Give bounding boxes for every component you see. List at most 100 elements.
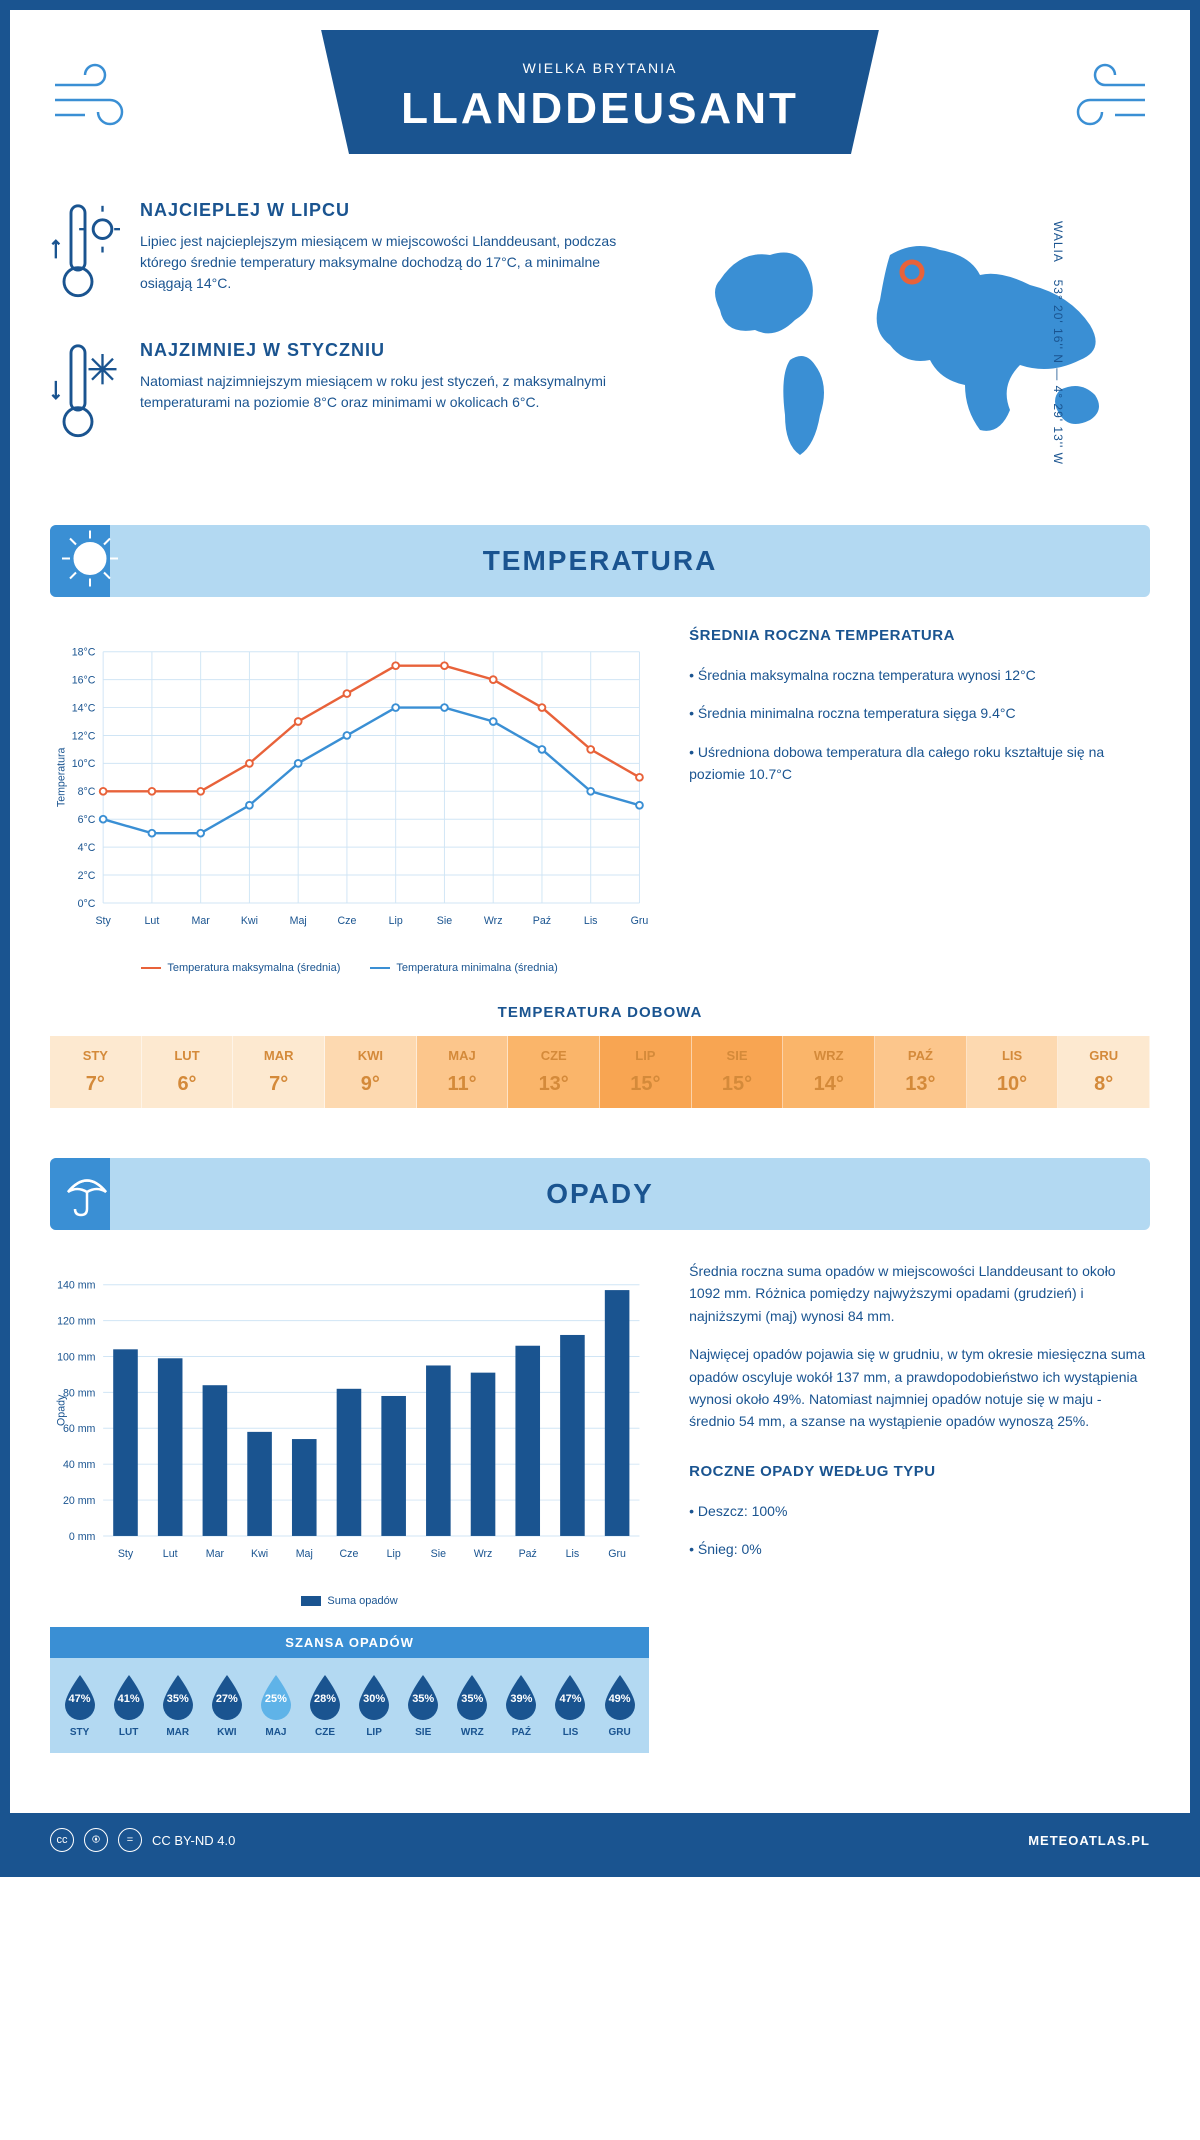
chance-cell: 47%LIS <box>546 1673 595 1738</box>
precip-paragraph: Średnia roczna suma opadów w miejscowośc… <box>689 1260 1150 1327</box>
precipitation-bar-chart: 0 mm20 mm40 mm60 mm80 mm100 mm120 mm140 … <box>50 1260 649 1580</box>
daily-temp-title: TEMPERATURA DOBOWA <box>50 1004 1150 1021</box>
svg-text:Cze: Cze <box>340 1548 359 1560</box>
fact-cold-text: NAJZIMNIEJ W STYCZNIU Natomiast najzimni… <box>140 340 650 450</box>
fact-hot-text: NAJCIEPLEJ W LIPCU Lipiec jest najcieple… <box>140 200 650 310</box>
daily-cell: SIE15° <box>692 1036 784 1108</box>
svg-text:Paź: Paź <box>533 915 551 927</box>
thermometer-cold-icon <box>50 340 120 450</box>
footer-site: METEOATLAS.PL <box>1028 1833 1150 1848</box>
content: LLANDDEUSANT WIELKA BRYTANIA NAJCIEPLEJ … <box>10 10 1190 1813</box>
fact-hottest: NAJCIEPLEJ W LIPCU Lipiec jest najcieple… <box>50 200 650 310</box>
fact-cold-body: Natomiast najzimniejszym miesiącem w rok… <box>140 371 650 413</box>
country-subtitle: WIELKA BRYTANIA <box>401 60 799 76</box>
fact-hot-title: NAJCIEPLEJ W LIPCU <box>140 200 650 221</box>
daily-cell: MAJ11° <box>417 1036 509 1108</box>
raindrop-icon: 47% <box>61 1673 99 1721</box>
sun-icon <box>60 529 120 594</box>
daily-cell: LIS10° <box>967 1036 1059 1108</box>
svg-text:Temperatura: Temperatura <box>55 747 67 807</box>
svg-text:0°C: 0°C <box>78 898 96 910</box>
temperature-line-chart: 0°C2°C4°C6°C8°C10°C12°C14°C16°C18°CStyLu… <box>50 627 649 947</box>
temperature-title: TEMPERATURA <box>70 545 1130 577</box>
daily-cell: GRU8° <box>1058 1036 1150 1108</box>
raindrop-icon: 25% <box>257 1673 295 1721</box>
svg-text:Wrz: Wrz <box>484 915 503 927</box>
fact-cold-title: NAJZIMNIEJ W STYCZNIU <box>140 340 650 361</box>
temp-bullet: • Uśredniona dobowa temperatura dla całe… <box>689 741 1150 786</box>
nd-icon: = <box>118 1828 142 1852</box>
thermometer-hot-icon <box>50 200 120 310</box>
precip-paragraph: Najwięcej opadów pojawia się w grudniu, … <box>689 1343 1150 1433</box>
temp-bullet: • Średnia maksymalna roczna temperatura … <box>689 664 1150 686</box>
wind-icon-right <box>1060 60 1150 144</box>
raindrop-icon: 35% <box>453 1673 491 1721</box>
raindrop-icon: 41% <box>110 1673 148 1721</box>
svg-text:16°C: 16°C <box>72 674 96 686</box>
svg-text:18°C: 18°C <box>72 647 96 659</box>
svg-text:Paź: Paź <box>519 1548 537 1560</box>
temperature-section: 0°C2°C4°C6°C8°C10°C12°C14°C16°C18°CStyLu… <box>50 627 1150 974</box>
svg-text:140 mm: 140 mm <box>57 1280 95 1292</box>
svg-text:Kwi: Kwi <box>241 915 258 927</box>
svg-text:Gru: Gru <box>608 1548 626 1560</box>
world-map <box>690 200 1150 480</box>
svg-text:Opady: Opady <box>55 1394 67 1426</box>
license-text: CC BY-ND 4.0 <box>152 1833 235 1848</box>
svg-text:2°C: 2°C <box>78 870 96 882</box>
world-map-wrap: WALIA 53° 20' 16'' N — 4° 29' 13'' W <box>690 200 1150 485</box>
svg-text:Lip: Lip <box>389 915 403 927</box>
chance-cell: 30%LIP <box>350 1673 399 1738</box>
chance-section: SZANSA OPADÓW 47%STY 41%LUT 35%MAR 27%KW… <box>50 1627 649 1753</box>
precipitation-banner: OPADY <box>50 1158 1150 1230</box>
city-title: LLANDDEUSANT <box>401 84 799 134</box>
precip-type-title: ROCZNE OPADY WEDŁUG TYPU <box>689 1463 1150 1480</box>
daily-cell: CZE13° <box>508 1036 600 1108</box>
cc-icon: cc <box>50 1828 74 1852</box>
umbrella-icon <box>60 1164 115 1224</box>
daily-cell: LIP15° <box>600 1036 692 1108</box>
chance-cell: 35%MAR <box>153 1673 202 1738</box>
fact-coldest: NAJZIMNIEJ W STYCZNIU Natomiast najzimni… <box>50 340 650 450</box>
precipitation-side-text: Średnia roczna suma opadów w miejscowośc… <box>689 1260 1150 1753</box>
svg-text:Lip: Lip <box>387 1548 401 1560</box>
legend-precip: Suma opadów <box>301 1595 397 1607</box>
raindrop-icon: 49% <box>601 1673 639 1721</box>
chance-cell: 41%LUT <box>104 1673 153 1738</box>
chance-title: SZANSA OPADÓW <box>50 1627 649 1658</box>
precipitation-chart-area: 0 mm20 mm40 mm60 mm80 mm100 mm120 mm140 … <box>50 1260 649 1753</box>
title-banner: LLANDDEUSANT WIELKA BRYTANIA <box>321 30 879 154</box>
fact-hot-body: Lipiec jest najcieplejszym miesiącem w m… <box>140 231 650 294</box>
temp-side-title: ŚREDNIA ROCZNA TEMPERATURA <box>689 627 1150 644</box>
svg-text:120 mm: 120 mm <box>57 1315 95 1327</box>
precip-type-bullet: • Deszcz: 100% <box>689 1500 1150 1522</box>
daily-cell: WRZ14° <box>783 1036 875 1108</box>
svg-text:8°C: 8°C <box>78 786 96 798</box>
temperature-side-text: ŚREDNIA ROCZNA TEMPERATURA • Średnia mak… <box>689 627 1150 974</box>
footer: cc 🅯 = CC BY-ND 4.0 METEOATLAS.PL <box>10 1813 1190 1867</box>
temp-bullet: • Średnia minimalna roczna temperatura s… <box>689 702 1150 724</box>
chance-cell: 25%MAJ <box>251 1673 300 1738</box>
legend-max: Temperatura maksymalna (średnia) <box>141 962 340 974</box>
svg-text:Lis: Lis <box>566 1548 580 1560</box>
by-icon: 🅯 <box>84 1828 108 1852</box>
chance-cell: 49%GRU <box>595 1673 644 1738</box>
svg-text:80 mm: 80 mm <box>63 1387 96 1399</box>
legend-min: Temperatura minimalna (średnia) <box>370 962 557 974</box>
raindrop-icon: 35% <box>159 1673 197 1721</box>
chance-cell: 27%KWI <box>202 1673 251 1738</box>
temperature-chart-area: 0°C2°C4°C6°C8°C10°C12°C14°C16°C18°CStyLu… <box>50 627 649 974</box>
svg-text:Wrz: Wrz <box>474 1548 493 1560</box>
raindrop-icon: 28% <box>306 1673 344 1721</box>
raindrop-icon: 27% <box>208 1673 246 1721</box>
chance-cell: 39%PAŹ <box>497 1673 546 1738</box>
svg-text:Maj: Maj <box>290 915 307 927</box>
svg-text:Sty: Sty <box>118 1548 134 1560</box>
svg-text:60 mm: 60 mm <box>63 1423 96 1435</box>
svg-text:14°C: 14°C <box>72 702 96 714</box>
svg-text:Maj: Maj <box>296 1548 313 1560</box>
svg-text:6°C: 6°C <box>78 814 96 826</box>
svg-text:Lut: Lut <box>145 915 160 927</box>
svg-text:10°C: 10°C <box>72 758 96 770</box>
chance-row: 47%STY 41%LUT 35%MAR 27%KWI 25%MAJ 28%CZ… <box>50 1658 649 1753</box>
